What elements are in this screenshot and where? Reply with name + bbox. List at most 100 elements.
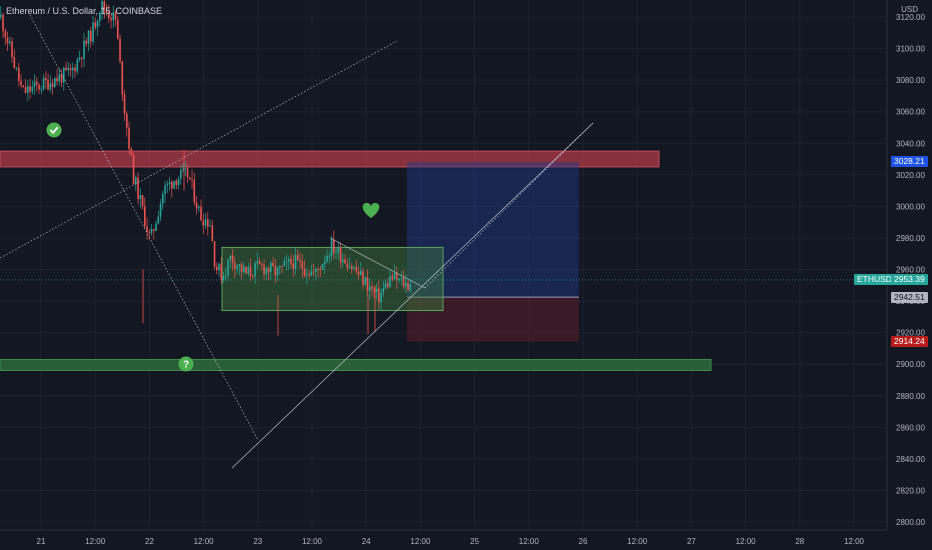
candle-body [211, 225, 214, 242]
candle-body [270, 262, 272, 272]
y-tick-label: 3020.00 [896, 171, 925, 180]
candle-body [407, 282, 409, 290]
target-zone [407, 161, 579, 298]
candle-body [222, 276, 225, 280]
entry-price-tag: 2942.51 [891, 291, 928, 303]
candle-body [321, 264, 324, 270]
heart-icon [362, 202, 380, 218]
candle-body [76, 59, 79, 72]
candle-body [319, 269, 322, 271]
x-tick-label: 28 [795, 537, 804, 546]
candle-body [281, 265, 283, 267]
candle-body [67, 67, 70, 71]
x-tick-label: 27 [687, 537, 696, 546]
candle-body [263, 264, 265, 275]
candle-body [285, 261, 288, 263]
candle-body [238, 264, 241, 267]
candle-body [144, 206, 146, 227]
candle-body [164, 185, 166, 194]
candle-body [249, 267, 252, 276]
candle-body [279, 265, 281, 268]
candle-body [193, 179, 196, 203]
candle-body [409, 284, 412, 290]
candle-body [234, 262, 236, 269]
x-tick-label: 25 [470, 537, 479, 546]
candle-body [126, 113, 128, 128]
candle-body [36, 81, 38, 85]
candle-body [112, 12, 115, 21]
candle-body [405, 282, 407, 287]
candle-body [11, 41, 13, 58]
currency-label[interactable]: USD [901, 5, 918, 14]
trendline-rising [231, 122, 594, 469]
symbol-title[interactable]: Ethereum / U.S. Dollar, 15, COINBASE [6, 6, 163, 16]
question-icon: ? [178, 356, 194, 372]
candle-body [335, 252, 337, 254]
y-tick-label: 3040.00 [896, 139, 925, 148]
y-tick-label: 2860.00 [896, 423, 925, 432]
symbol-tag: ETHUSD [854, 274, 895, 286]
candle-body [2, 14, 4, 32]
candle-body [299, 260, 301, 262]
candle-body [148, 231, 151, 233]
candle-body [301, 261, 304, 270]
candle-body [63, 67, 65, 83]
candle-body [245, 266, 247, 274]
candle-body [265, 268, 268, 275]
candle-body [27, 86, 29, 93]
candle-body [213, 241, 216, 267]
candle-body [54, 77, 56, 87]
stop-price-tag: 2914.24 [891, 336, 928, 348]
candle-body [396, 272, 398, 281]
checkmark-icon [46, 122, 62, 138]
y-tick-label: 3120.00 [896, 13, 925, 22]
range-box [221, 246, 444, 312]
candle-body [258, 261, 261, 264]
candle-body [290, 259, 292, 264]
candle-body [272, 262, 274, 267]
candle-body [58, 74, 61, 82]
candle-body [33, 81, 36, 87]
candle-body [175, 180, 178, 185]
y-tick-label: 2840.00 [896, 455, 925, 464]
candle-body [231, 255, 234, 263]
candle-body [366, 277, 369, 292]
candle-body [20, 80, 22, 86]
candle-body [60, 74, 63, 83]
candle-body [166, 184, 169, 186]
candle-body [207, 219, 209, 227]
candle-body [177, 178, 180, 185]
candle-body [380, 292, 382, 303]
candle-body [373, 288, 376, 292]
candle-body [69, 67, 72, 71]
candle-body [141, 195, 144, 207]
candle-body [159, 203, 162, 217]
candle-body [267, 268, 270, 272]
resistance-zone [0, 150, 660, 168]
candle-body [132, 154, 135, 184]
x-tick-label: 12:00 [194, 537, 215, 546]
candle-body [283, 261, 286, 267]
candle-body [83, 40, 85, 59]
candle-body [74, 67, 76, 72]
candle-body [344, 259, 346, 264]
candle-body [308, 274, 310, 276]
trendline-triangle-top [329, 237, 426, 289]
candle-body [189, 177, 191, 179]
candle-body [81, 57, 83, 59]
x-tick-label: 24 [362, 537, 371, 546]
x-tick-label: 12:00 [844, 537, 865, 546]
candle-body [391, 276, 394, 280]
candle-body [218, 264, 220, 271]
candle-body [198, 206, 200, 209]
candle-body [92, 22, 94, 42]
candle-body [402, 277, 405, 287]
candle-body [229, 255, 232, 260]
candle-body [261, 263, 263, 265]
candle-body [114, 12, 117, 20]
candle-body [326, 255, 328, 262]
candle-body [200, 206, 202, 221]
candle-body [310, 271, 313, 276]
